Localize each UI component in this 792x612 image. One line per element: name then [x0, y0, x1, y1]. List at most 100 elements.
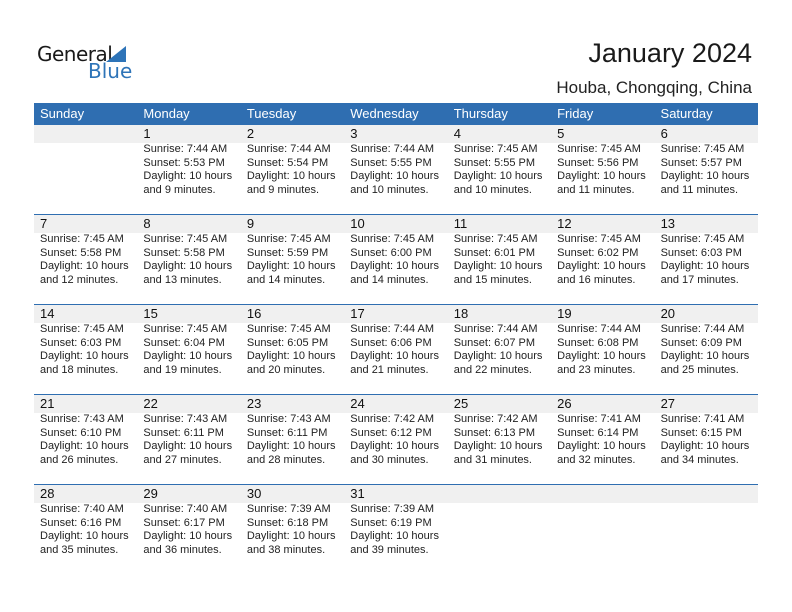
day-number-band: [34, 485, 758, 503]
sunset-text: Sunset: 5:55 PM: [350, 156, 432, 169]
sunrise-text: Sunrise: 7:44 AM: [143, 143, 228, 155]
sunrise-text: Sunrise: 7:39 AM: [350, 503, 435, 515]
daylight-minutes-text: and 32 minutes.: [557, 453, 636, 466]
daylight-minutes-text: and 35 minutes.: [40, 543, 119, 556]
day-cell: 19 Sunrise: 7:44 AM Sunset: 6:08 PM Dayligh…: [551, 305, 654, 395]
sunset-text: Sunset: 6:12 PM: [350, 426, 432, 439]
sunrise-text: Sunrise: 7:45 AM: [143, 233, 228, 245]
day-cell: 30 Sunrise: 7:39 AM Sunset: 6:18 PM Dayligh…: [241, 485, 344, 575]
day-cell: 2 Sunrise: 7:44 AM Sunset: 5:54 PM Daylight…: [241, 125, 344, 215]
sunrise-text: Sunrise: 7:45 AM: [557, 233, 641, 245]
day-number-band: [34, 215, 758, 233]
sunset-text: Sunset: 6:10 PM: [40, 426, 122, 439]
sunrise-text: Sunrise: 7:44 AM: [350, 143, 435, 155]
sunrise-text: Sunrise: 7:45 AM: [557, 143, 641, 155]
daylight-text: Daylight: 10 hours: [350, 530, 439, 543]
daylight-text: Daylight: 10 hours: [246, 260, 336, 273]
daylight-text: Daylight: 10 hours: [350, 260, 439, 273]
day-cell: 26 Sunrise: 7:41 AM Sunset: 6:14 PM Dayligh…: [551, 395, 654, 485]
daylight-text: Daylight: 10 hours: [557, 170, 646, 183]
sunset-text: Sunset: 6:02 PM: [557, 246, 639, 259]
daylight-text: Daylight: 10 hours: [143, 260, 233, 273]
sunset-text: Sunset: 5:55 PM: [453, 156, 536, 169]
sunrise-text: Sunrise: 7:43 AM: [40, 413, 124, 425]
week-row: 7 Sunrise: 7:45 AM Sunset: 5:58 PM Daylight…: [34, 214, 758, 305]
day-number: 27: [660, 396, 676, 411]
sunrise-text: Sunrise: 7:45 AM: [143, 323, 228, 335]
day-cell: 4 Sunrise: 7:45 AM Sunset: 5:55 PM Daylight…: [448, 125, 551, 215]
day-number: 8: [143, 216, 151, 231]
sunrise-text: Sunrise: 7:45 AM: [453, 143, 538, 155]
weekday-thursday: Thursday: [453, 106, 508, 121]
daylight-text: Daylight: 10 hours: [246, 350, 336, 363]
sunrise-text: Sunrise: 7:44 AM: [660, 323, 745, 335]
logo-general: General: [37, 42, 113, 66]
weekday-header: Sunday Monday Tuesday Wednesday Thursday…: [34, 103, 758, 125]
daylight-text: Daylight: 10 hours: [660, 350, 750, 363]
sunrise-text: Sunrise: 7:44 AM: [557, 323, 641, 335]
day-cell: 31 Sunrise: 7:39 AM Sunset: 6:19 PM Dayligh…: [344, 485, 447, 575]
daylight-text: Daylight: 10 hours: [350, 170, 439, 183]
daylight-text: Daylight: 10 hours: [660, 440, 750, 453]
sunset-text: Sunset: 6:07 PM: [453, 336, 536, 349]
sunrise-text: Sunrise: 7:44 AM: [350, 323, 435, 335]
day-number: 2: [246, 126, 255, 141]
sunset-text: Sunset: 5:58 PM: [40, 246, 122, 259]
weekday-wednesday: Wednesday: [350, 106, 419, 121]
daylight-text: Daylight: 10 hours: [557, 260, 646, 273]
day-cell: 11 Sunrise: 7:45 AM Sunset: 6:01 PM Dayligh…: [448, 215, 551, 305]
day-number: 24: [350, 396, 365, 411]
day-number: 25: [453, 396, 469, 411]
day-cell: 28 Sunrise: 7:40 AM Sunset: 6:16 PM Dayligh…: [34, 485, 137, 575]
week-row: 14 Sunrise: 7:45 AM Sunset: 6:03 PM Dayligh…: [34, 304, 758, 395]
day-cell: 12 Sunrise: 7:45 AM Sunset: 6:02 PM Dayligh…: [551, 215, 654, 305]
daylight-minutes-text: and 36 minutes.: [143, 543, 222, 556]
sunrise-text: Sunrise: 7:45 AM: [40, 233, 124, 245]
sunrise-text: Sunrise: 7:45 AM: [246, 233, 331, 245]
sunrise-text: Sunrise: 7:41 AM: [660, 413, 745, 425]
day-number: 14: [40, 306, 55, 321]
daylight-minutes-text: and 12 minutes.: [40, 273, 119, 286]
sunset-text: Sunset: 5:53 PM: [143, 156, 225, 169]
daylight-minutes-text: and 16 minutes.: [557, 273, 636, 286]
daylight-text: Daylight: 10 hours: [660, 170, 750, 183]
day-number: 17: [350, 306, 365, 321]
daylight-text: Daylight: 10 hours: [40, 350, 129, 363]
sunset-text: Sunset: 5:58 PM: [143, 246, 225, 259]
daylight-text: Daylight: 10 hours: [143, 350, 233, 363]
sunset-text: Sunset: 6:13 PM: [453, 426, 536, 439]
day-cell: 29 Sunrise: 7:40 AM Sunset: 6:17 PM Dayligh…: [137, 485, 240, 575]
daylight-text: Daylight: 10 hours: [143, 530, 233, 543]
day-cell: 6 Sunrise: 7:45 AM Sunset: 5:57 PM Daylight…: [655, 125, 758, 215]
day-number: 16: [246, 306, 262, 321]
week-row: 1 Sunrise: 7:44 AM Sunset: 5:53 PM Daylight…: [34, 125, 758, 215]
daylight-minutes-text: and 13 minutes.: [143, 273, 222, 286]
day-cell: 5 Sunrise: 7:45 AM Sunset: 5:56 PM Daylight…: [551, 125, 654, 215]
sunset-text: Sunset: 6:16 PM: [40, 516, 122, 529]
daylight-text: Daylight: 10 hours: [660, 260, 750, 273]
day-number: 31: [350, 486, 365, 501]
sunrise-text: Sunrise: 7:42 AM: [350, 413, 435, 425]
daylight-minutes-text: and 22 minutes.: [453, 363, 532, 376]
sunset-text: Sunset: 6:19 PM: [350, 516, 432, 529]
sunrise-text: Sunrise: 7:45 AM: [40, 323, 124, 335]
sunrise-text: Sunrise: 7:40 AM: [40, 503, 124, 515]
sunset-text: Sunset: 6:09 PM: [660, 336, 742, 349]
day-number: 5: [557, 126, 565, 141]
daylight-minutes-text: and 9 minutes.: [246, 183, 320, 196]
daylight-text: Daylight: 10 hours: [246, 530, 336, 543]
day-number: 4: [453, 126, 461, 141]
day-cell: 18 Sunrise: 7:44 AM Sunset: 6:07 PM Dayligh…: [448, 305, 551, 395]
daylight-minutes-text: and 10 minutes.: [453, 183, 532, 196]
day-number-band: [34, 395, 758, 413]
sunrise-text: Sunrise: 7:45 AM: [660, 143, 745, 155]
sunset-text: Sunset: 6:18 PM: [246, 516, 329, 529]
daylight-text: Daylight: 10 hours: [350, 440, 439, 453]
day-cell: 16 Sunrise: 7:45 AM Sunset: 6:05 PM Dayligh…: [241, 305, 344, 395]
daylight-text: Daylight: 10 hours: [143, 440, 233, 453]
daylight-text: Daylight: 10 hours: [40, 260, 129, 273]
daylight-minutes-text: and 11 minutes.: [660, 183, 739, 196]
day-number: 23: [246, 396, 262, 411]
sunset-text: Sunset: 6:17 PM: [143, 516, 225, 529]
sunset-text: Sunset: 6:04 PM: [143, 336, 225, 349]
